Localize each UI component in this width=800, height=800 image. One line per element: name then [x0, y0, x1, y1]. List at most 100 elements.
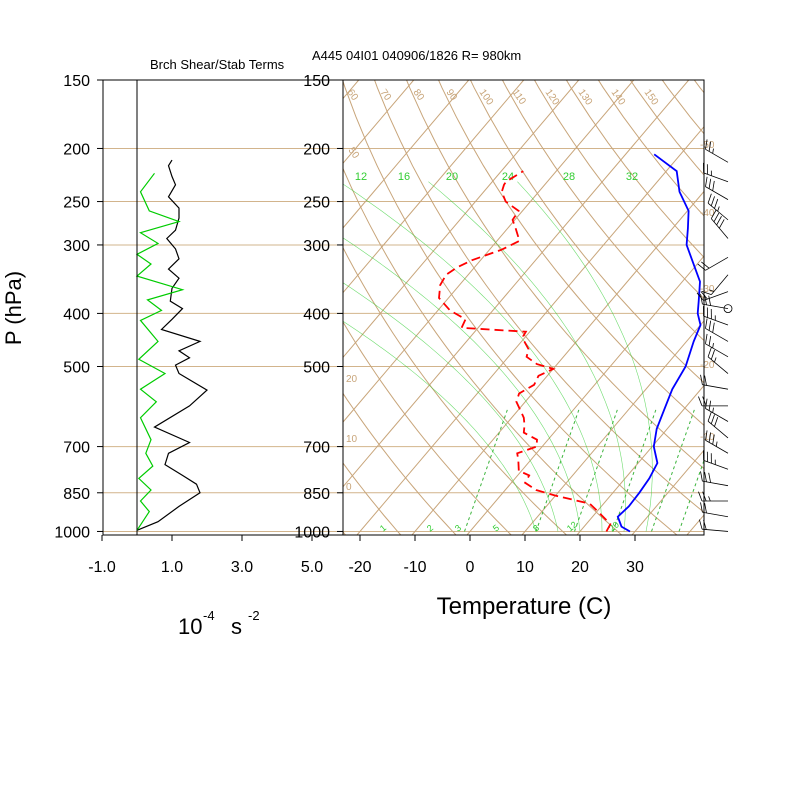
dry-adiabat-line [769, 55, 800, 535]
wind-barb-flag [705, 398, 708, 409]
skewt-profiles [438, 153, 702, 533]
isotherm-line [343, 80, 415, 164]
skewt-pressure-tick-label: 300 [303, 238, 330, 255]
wind-barb-flag [704, 375, 707, 386]
wind-barb-flag [714, 198, 719, 209]
skewt-x-tick-label: 20 [571, 559, 589, 576]
dry-adiabat-line [343, 80, 678, 535]
moist-adiabat-label: 16 [398, 171, 410, 183]
dry-adiabat-line [343, 531, 346, 535]
dry-adiabat-label: 60 [345, 87, 361, 103]
wind-barb-flag [716, 216, 722, 226]
left-panel-x-ticks: -1.0 1.0 3.0 5.0 [88, 535, 323, 576]
wind-barb-flag [701, 290, 712, 296]
left-panel-plot [135, 159, 209, 531]
left-pressure-tick-label: 700 [63, 440, 90, 457]
isotherm-label: 10 [346, 434, 358, 445]
left-pressure-tick-label: 250 [63, 195, 90, 212]
wind-barb-shaft [703, 459, 729, 470]
pressure-axis-label: P (hPa) [1, 271, 26, 345]
mixing-ratio-label: 5 [491, 523, 501, 534]
dry-adiabat-line [343, 167, 623, 535]
wind-barb-flag [700, 502, 703, 513]
wind-barb-flag [707, 193, 712, 204]
left-panel-pressure-ticks: 150 200 250 300 400 500 700 850 1000 [54, 73, 103, 541]
wind-barb-shaft [702, 511, 729, 518]
wind-barb-shaft [702, 528, 729, 532]
dry-adiabat-line [406, 80, 704, 470]
skewt-title: A445 04I01 040906/1826 R= 980km [312, 48, 521, 63]
wind-barb-flag [705, 139, 708, 150]
left-x-tick-label: -1.0 [88, 559, 116, 576]
wind-barb-flag [705, 333, 708, 344]
isotherm-line [343, 80, 635, 423]
wind-barb-flag [701, 261, 710, 269]
isotherm-label: 20 [346, 374, 358, 385]
skewt-temperature-ticks: -20 -10 0 10 20 30 [348, 535, 644, 576]
wind-barb-flag [705, 318, 708, 329]
wind-barb-flag [709, 289, 715, 292]
left-panel-series-line [135, 172, 185, 531]
skewt-pressure-tick-label: 250 [303, 195, 330, 212]
isotherm-line [343, 80, 580, 359]
skewt-x-tick-label: 10 [516, 559, 534, 576]
wind-barb-shaft [707, 202, 729, 221]
wind-barb-flag [712, 434, 715, 445]
skewt-frame [342, 79, 705, 536]
dry-adiabat-label: 120 [543, 87, 562, 107]
dry-adiabat-line [565, 80, 704, 259]
mixing-ratio-line [718, 410, 761, 532]
wind-barb-flag [697, 263, 706, 271]
left-x-tick-label: 5.0 [301, 559, 323, 576]
isotherm-line [411, 190, 704, 535]
left-pressure-tick-label: 300 [63, 238, 90, 255]
wind-barb-flag [700, 294, 703, 305]
dry-adiabat-label: 100 [477, 87, 496, 107]
units-base: 10 [178, 614, 202, 639]
skewt-x-tick-label: 30 [626, 559, 644, 576]
temperature-profile-line [616, 153, 702, 533]
dry-adiabat-label: 80 [411, 87, 427, 103]
skewt-background-lines [343, 55, 800, 535]
wind-barb-flag [702, 396, 707, 407]
wind-barb-shaft [705, 256, 729, 271]
mixing-ratio-label: 12 [565, 519, 579, 533]
wind-barb-shaft [710, 274, 729, 295]
dry-adiabat-line [469, 80, 704, 384]
left-pressure-tick-label: 400 [63, 306, 90, 323]
wind-barb-flag [708, 320, 712, 331]
wind-barb-shaft [707, 420, 729, 439]
wind-barb-shaft [705, 328, 729, 342]
left-x-tick-label: 3.0 [231, 559, 253, 576]
wind-barb-flag [708, 432, 712, 443]
moist-adiabat-line [517, 181, 653, 532]
dry-adiabat-line [738, 55, 800, 535]
dry-adiabat-label: 150 [642, 87, 661, 107]
wind-barb-shaft [705, 186, 729, 200]
skewt-x-tick-label: -20 [348, 559, 371, 576]
moist-adiabat-line [343, 282, 559, 532]
wind-barb-flag [696, 292, 704, 301]
wind-barb-flag [700, 374, 703, 385]
isotherm-label: -20 [700, 360, 715, 371]
wind-barb-shaft [702, 384, 729, 390]
dry-adiabat-line [661, 80, 704, 135]
wind-barb-flag [704, 294, 707, 305]
skewt-pressure-tick-label: 700 [303, 440, 330, 457]
left-panel-isobar-grid [103, 79, 343, 532]
mixing-ratio-label: 8 [531, 523, 541, 534]
skewt-pressure-tick-label: 1000 [294, 524, 330, 541]
wind-barb-column [696, 139, 733, 532]
wind-barb-flag [710, 349, 715, 360]
wind-barb-flag [705, 430, 708, 441]
wind-barb-flag [702, 491, 707, 502]
dry-adiabat-label: 70 [378, 87, 394, 103]
wind-barb-shaft [703, 315, 729, 326]
wind-barb-flag [712, 407, 714, 413]
wind-barb-flag [700, 471, 703, 482]
isotherm-label: -40 [700, 208, 715, 219]
moist-adiabat-line [343, 183, 603, 532]
wind-barb-flag [710, 196, 715, 206]
